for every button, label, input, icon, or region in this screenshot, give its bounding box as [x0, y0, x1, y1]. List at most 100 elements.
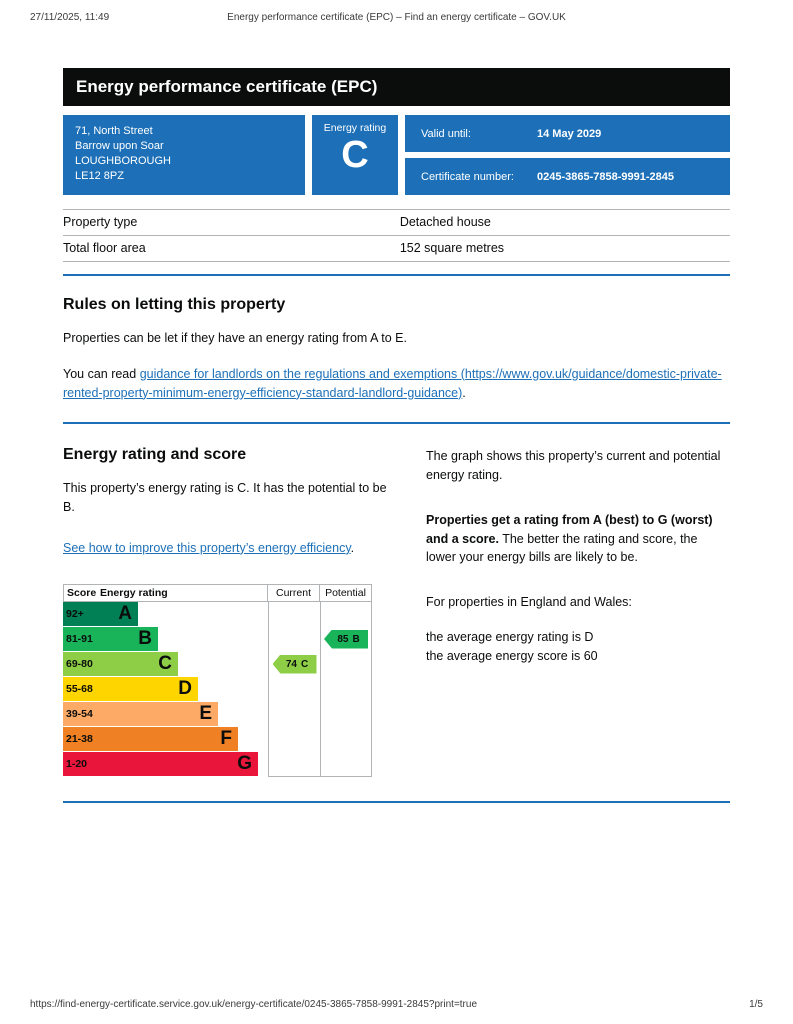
section-divider	[63, 274, 730, 276]
band-bar-area: G	[100, 751, 268, 777]
band-score: 21-38	[63, 726, 100, 751]
band-bar-area: A	[100, 601, 268, 627]
epc-chart: Score Energy rating Current Potential 92…	[63, 583, 372, 777]
current-column-cell	[268, 726, 320, 752]
energy-rating-label: Energy rating	[323, 122, 387, 134]
current-column-cell	[268, 701, 320, 727]
current-rating-tag: 74 C	[272, 654, 317, 674]
current-column-cell	[268, 601, 320, 627]
letting-rules-heading: Rules on letting this property	[63, 296, 286, 313]
landlord-guidance-link[interactable]: guidance for landlords on the regulation…	[63, 366, 722, 400]
certificate-number-label: Certificate number:	[421, 170, 514, 183]
certificate-number-box: Certificate number: 0245-3865-7858-9991-…	[405, 158, 730, 195]
band-letter: F	[220, 727, 232, 749]
potential-column-cell	[320, 726, 372, 752]
potential-column-cell	[320, 601, 372, 627]
band-bar: B	[100, 626, 158, 651]
band-letter: D	[178, 677, 192, 699]
epc-band-row: 69-80 C 74 C	[63, 651, 372, 677]
rating-left-column: Energy rating and score This property’s …	[63, 424, 393, 777]
address-line: LE12 8PZ	[75, 169, 124, 182]
valid-until-value: 14 May 2029	[537, 127, 602, 140]
section-divider	[63, 422, 730, 425]
letting-rules-guidance-paragraph: You can read guidance for landlords on t…	[63, 365, 730, 403]
improve-paragraph: See how to improve this property’s energ…	[63, 539, 393, 558]
current-score: 74	[285, 658, 297, 670]
print-page-number: 1/5	[749, 999, 763, 1010]
band-bar: F	[100, 726, 238, 751]
epc-band-row: 21-38 F	[63, 726, 372, 752]
potential-column-cell	[320, 701, 372, 727]
epc-band-row: 1-20 G	[63, 751, 372, 777]
band-bar-area: F	[100, 726, 268, 752]
band-score: 69-80	[63, 651, 100, 676]
epc-band-row: 81-91 B 85 B	[63, 626, 372, 652]
average-score-line: the average energy score is 60	[426, 648, 598, 663]
print-datetime: 27/11/2025, 11:49	[30, 12, 110, 23]
energy-rating-column-header: Energy rating	[100, 586, 168, 599]
letting-rules-section: Rules on letting this property Propertie…	[63, 296, 730, 402]
current-column-cell	[268, 626, 320, 652]
certificate-number-value: 0245-3865-7858-9991-2845	[537, 170, 675, 183]
potential-rating-tag: 85 B	[324, 629, 368, 649]
energy-rating-box: Energy rating C	[312, 115, 398, 195]
valid-until-label: Valid until:	[421, 127, 471, 140]
band-bar-area: D	[100, 676, 268, 702]
averages-paragraph: the average energy rating is D the averag…	[426, 628, 730, 666]
current-column-cell	[268, 676, 320, 702]
fact-label: Total floor area	[63, 241, 146, 255]
band-bar: E	[100, 701, 218, 726]
current-column-cell	[268, 751, 320, 777]
valid-until-box: Valid until: 14 May 2029	[405, 115, 730, 152]
potential-letter: B	[352, 633, 360, 645]
epc-band-row: 92+ A	[63, 601, 372, 627]
rating-explanation-bold: Properties get a rating from A (best) to…	[426, 512, 713, 546]
fact-value: 152 square metres	[399, 241, 505, 255]
band-score: 39-54	[63, 701, 100, 726]
rating-explanation: Properties get a rating from A (best) to…	[426, 511, 730, 567]
potential-column-cell	[320, 751, 372, 777]
band-letter: E	[199, 702, 212, 724]
band-score: 92+	[63, 601, 100, 626]
address-line: Barrow upon Soar	[75, 139, 164, 152]
address-box: 71, North Street Barrow upon Soar LOUGHB…	[63, 115, 305, 195]
band-letter: A	[118, 602, 132, 624]
band-letter: C	[158, 652, 172, 674]
improve-efficiency-link[interactable]: See how to improve this property’s energ…	[63, 540, 351, 555]
band-score: 81-91	[63, 626, 100, 651]
potential-column-cell	[320, 676, 372, 702]
band-score: 1-20	[63, 751, 100, 776]
epc-band-row: 55-68 D	[63, 676, 372, 702]
current-letter: C	[300, 658, 309, 670]
potential-score: 85	[337, 633, 349, 645]
validity-stack: Valid until: 14 May 2029 Certificate num…	[405, 115, 730, 195]
fact-value: Detached house	[399, 215, 491, 229]
band-bar: D	[100, 676, 198, 701]
band-bar-area: B	[100, 626, 268, 652]
print-footer: https://find-energy-certificate.service.…	[30, 999, 763, 1010]
summary-row: 71, North Street Barrow upon Soar LOUGHB…	[63, 115, 730, 195]
england-wales-intro: For properties in England and Wales:	[426, 595, 632, 609]
page-title: Energy performance certificate (EPC)	[76, 77, 378, 96]
rating-right-column: The graph shows this property’s current …	[426, 424, 730, 776]
address-line: 71, North Street	[75, 125, 153, 137]
band-bar-area: C	[100, 651, 268, 677]
print-title: Energy performance certificate (EPC) – F…	[227, 12, 566, 23]
energy-rating-section: Energy rating and score This property’s …	[63, 424, 730, 777]
rating-explanation-rest: The better the rating and score, the low…	[426, 531, 698, 565]
score-column-header: Score	[67, 586, 97, 599]
potential-column-cell: 85 B	[320, 626, 372, 652]
band-letter: B	[138, 627, 152, 649]
current-column-header: Current	[267, 584, 319, 601]
print-url: https://find-energy-certificate.service.…	[30, 999, 478, 1010]
property-facts-table: Property type Detached house Total floor…	[63, 209, 730, 262]
rating-summary-paragraph: This property’s energy rating is C. It h…	[63, 481, 387, 514]
epc-chart-header: Score Energy rating Current Potential	[63, 583, 372, 602]
letting-rules-paragraph: Properties can be let if they have an en…	[63, 331, 407, 345]
potential-column-header: Potential	[319, 584, 371, 601]
epc-banner: Energy performance certificate (EPC)	[63, 68, 730, 106]
guidance-prefix: You can read	[63, 366, 140, 381]
band-bar: C	[100, 651, 178, 676]
print-header: 27/11/2025, 11:49 Energy performance cer…	[30, 12, 763, 26]
